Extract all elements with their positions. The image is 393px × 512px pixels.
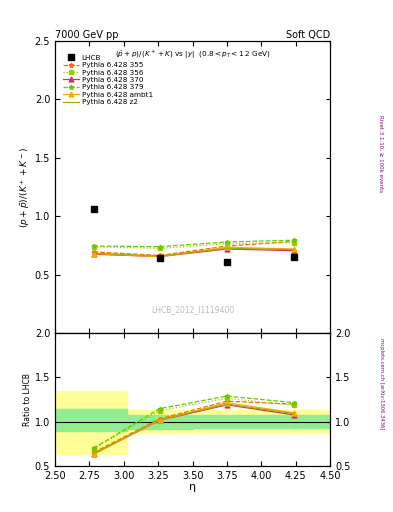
Text: mcplots.cern.ch [arXiv:1306.3436]: mcplots.cern.ch [arXiv:1306.3436]: [379, 338, 384, 430]
Pythia 6.428 379: [91, 243, 96, 249]
Pythia 6.428 356: [225, 241, 230, 247]
Pythia 6.428 356: [91, 244, 96, 250]
Legend: LHCB, Pythia 6.428 355, Pythia 6.428 356, Pythia 6.428 370, Pythia 6.428 379, Py: LHCB, Pythia 6.428 355, Pythia 6.428 356…: [61, 53, 154, 106]
Text: 7000 GeV pp: 7000 GeV pp: [55, 30, 119, 40]
Y-axis label: Ratio to LHCB: Ratio to LHCB: [23, 373, 32, 426]
Pythia 6.428 z2: [157, 253, 162, 259]
Pythia 6.428 355: [91, 249, 96, 255]
Pythia 6.428 ambt1: [292, 246, 297, 252]
Pythia 6.428 355: [157, 252, 162, 259]
Pythia 6.428 z2: [292, 246, 297, 252]
Pythia 6.428 356: [292, 240, 297, 246]
Pythia 6.428 ambt1: [157, 253, 162, 260]
Bar: [55, 391, 127, 455]
Pythia 6.428 370: [225, 246, 230, 252]
LHCB: [157, 254, 162, 261]
Pythia 6.428 370: [292, 248, 297, 254]
Text: LHCB_2012_I1119400: LHCB_2012_I1119400: [151, 305, 234, 314]
Pythia 6.428 379: [225, 239, 230, 245]
Pythia 6.428 355: [225, 243, 230, 249]
Bar: [193, 410, 264, 433]
Bar: [264, 415, 330, 428]
Pythia 6.428 356: [157, 245, 162, 251]
LHCB: [91, 206, 96, 212]
Pythia 6.428 ambt1: [225, 244, 230, 250]
X-axis label: η: η: [189, 482, 196, 492]
Pythia 6.428 379: [292, 237, 297, 243]
Text: Soft QCD: Soft QCD: [286, 30, 330, 40]
LHCB: [292, 253, 297, 260]
Bar: [264, 410, 330, 433]
Line: Pythia 6.428 379: Pythia 6.428 379: [91, 238, 297, 249]
Bar: [127, 410, 193, 433]
Text: $(\bar{p}+p)/(K^++K)$ vs $|y|$  $(0.8 < p_T < 1.2$ GeV): $(\bar{p}+p)/(K^++K)$ vs $|y|$ $(0.8 < p…: [114, 48, 271, 60]
Line: Pythia 6.428 356: Pythia 6.428 356: [91, 240, 297, 251]
Line: Pythia 6.428 ambt1: Pythia 6.428 ambt1: [91, 245, 297, 259]
Text: Rivet 3.1.10, ≥ 100k events: Rivet 3.1.10, ≥ 100k events: [379, 115, 384, 192]
Bar: [193, 415, 264, 428]
Bar: [55, 409, 127, 431]
Line: LHCB: LHCB: [91, 206, 297, 265]
Y-axis label: $(p+\bar{p})/(K^+ + K^-)$: $(p+\bar{p})/(K^+ + K^-)$: [18, 146, 32, 227]
LHCB: [225, 260, 230, 266]
Line: Pythia 6.428 370: Pythia 6.428 370: [91, 247, 297, 259]
Line: Pythia 6.428 355: Pythia 6.428 355: [91, 239, 297, 258]
Pythia 6.428 z2: [91, 250, 96, 256]
Pythia 6.428 z2: [225, 245, 230, 251]
Line: Pythia 6.428 z2: Pythia 6.428 z2: [94, 248, 294, 256]
Pythia 6.428 ambt1: [91, 250, 96, 257]
Pythia 6.428 379: [157, 244, 162, 250]
Pythia 6.428 370: [157, 253, 162, 260]
Pythia 6.428 370: [91, 251, 96, 258]
Bar: [127, 415, 193, 429]
Pythia 6.428 355: [292, 238, 297, 244]
